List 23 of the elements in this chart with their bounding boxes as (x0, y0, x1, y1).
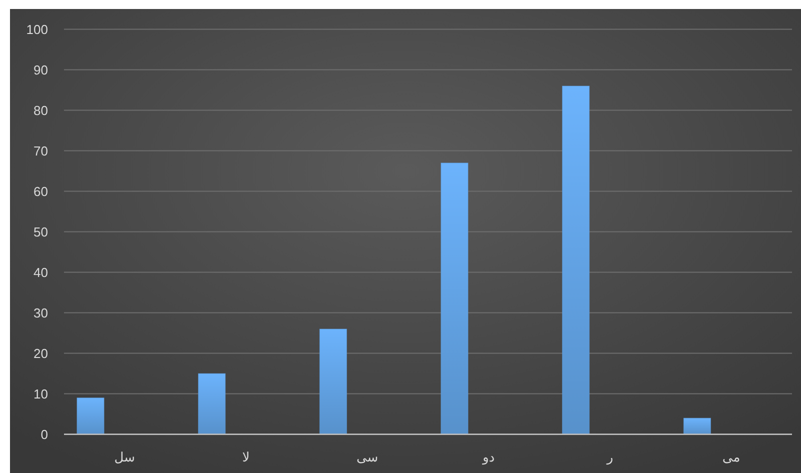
x-tick-label: لا (242, 450, 250, 466)
bar (683, 418, 711, 435)
bar (76, 398, 104, 435)
x-tick-label: دو (482, 450, 495, 466)
x-tick-label: می (722, 450, 740, 466)
y-tick-label: 30 (34, 305, 48, 320)
y-tick-label: 10 (34, 386, 48, 402)
bar (440, 162, 468, 435)
y-tick-label: 70 (34, 143, 48, 158)
x-tick-label: سل (114, 450, 136, 466)
y-tick-label: 60 (34, 184, 48, 199)
y-tick-label: 80 (34, 102, 48, 118)
y-tick-label: 40 (34, 264, 48, 280)
x-tick-label: ر (606, 450, 614, 466)
y-tick-label: 50 (34, 224, 48, 240)
bar (562, 86, 590, 435)
bar (319, 328, 347, 435)
y-tick-label: 90 (34, 62, 48, 78)
x-tick-label: سی (356, 450, 378, 466)
y-tick-label: 0 (40, 426, 48, 442)
bar (198, 373, 226, 435)
y-tick-label: 100 (26, 22, 48, 37)
y-tick-label: 20 (34, 346, 48, 361)
